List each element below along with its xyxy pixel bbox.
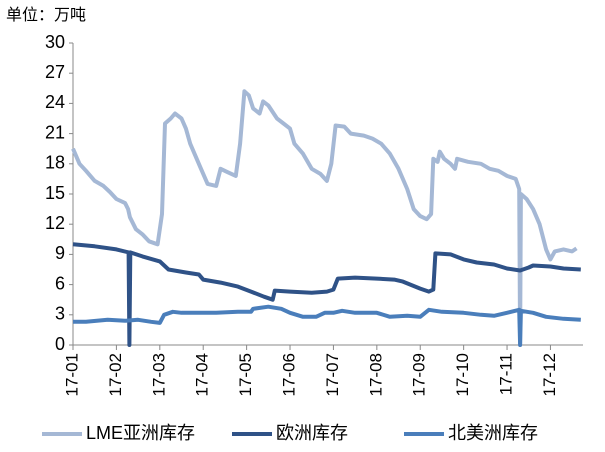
y-tick-label: 15 [45,183,65,203]
x-tick-label: 17-12 [540,353,559,396]
x-tick-label: 17-10 [453,353,472,396]
x-tick-label: 17-03 [149,353,168,396]
y-tick-label: 9 [55,243,65,263]
y-tick-label: 21 [45,122,65,142]
x-tick-label: 17-07 [323,353,342,396]
y-tick-label: 0 [55,334,65,354]
y-tick-label: 12 [45,213,65,233]
x-tick-label: 17-08 [366,353,385,396]
y-tick-label: 24 [45,92,65,112]
legend-label: LME亚洲库存 [86,423,195,443]
series-line [72,242,581,347]
series-line [73,304,581,347]
y-tick-label: 27 [45,62,65,82]
legend-label: 欧洲库存 [276,423,348,443]
y-tick-label: 3 [55,304,65,324]
x-tick-label: 17-09 [410,353,429,396]
x-tick-label: 17-04 [193,353,212,396]
y-tick-label: 6 [55,273,65,293]
y-tick-label: 30 [45,32,65,52]
x-tick-label: 17-02 [106,353,125,396]
x-tick-label: 17-01 [62,353,81,396]
legend-label: 北美洲库存 [448,423,538,443]
unit-label: 单位：万吨 [6,6,86,24]
x-tick-label: 17-06 [280,353,299,396]
x-tick-label: 17-05 [236,353,255,396]
y-tick-label: 18 [45,153,65,173]
x-tick-label: 17-11 [497,353,516,395]
series-line [71,89,578,347]
